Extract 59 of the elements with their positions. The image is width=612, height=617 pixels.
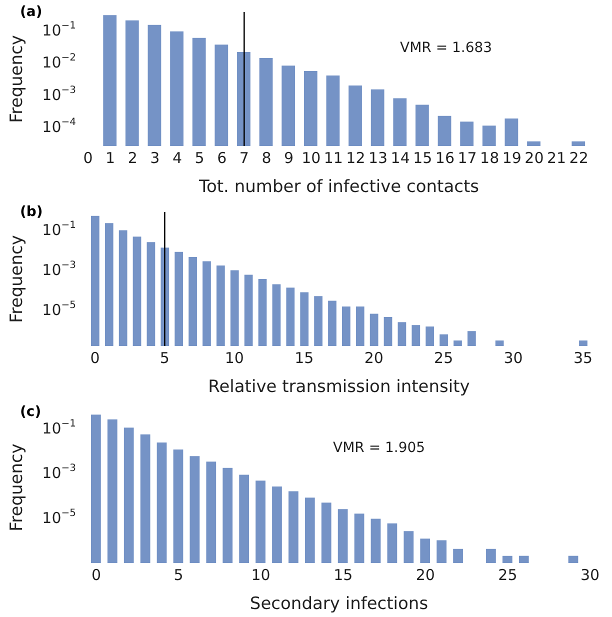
x-tick-label: 2 <box>128 149 138 167</box>
x-tick-label: 12 <box>346 149 366 167</box>
y-tick-label: 10$^{−1}$ <box>42 220 76 240</box>
x-tick-label: 5 <box>194 149 204 167</box>
x-tick-label: 17 <box>458 149 477 167</box>
x-tick-label: 35 <box>573 349 593 367</box>
y-tick-label: 10$^{−1}$ <box>42 20 76 40</box>
x-tick-label: 10 <box>302 149 321 167</box>
x-tick-label: 9 <box>284 149 294 167</box>
chart-title: (c) <box>20 404 42 420</box>
x-tick-label: 15 <box>294 349 314 367</box>
x-tick-label: 11 <box>324 149 343 167</box>
x-tick-label: 4 <box>172 149 182 167</box>
x-tick-label: 18 <box>480 149 500 167</box>
x-tick-label: 0 <box>90 349 100 367</box>
x-tick-label: 16 <box>435 149 455 167</box>
x-tick-label: 3 <box>150 149 160 167</box>
x-tick-label: 19 <box>502 149 522 167</box>
x-tick-label: 13 <box>368 149 388 167</box>
x-axis-title: Secondary infections <box>250 594 428 614</box>
x-tick-label: 30 <box>504 349 523 367</box>
x-tick-label: 1 <box>106 149 116 167</box>
y-axis-title: Frequency <box>7 444 28 532</box>
y-tick-label: 10$^{−3}$ <box>42 463 76 482</box>
x-tick-label: 20 <box>524 149 544 167</box>
y-tick-label: 10$^{−4}$ <box>42 117 76 136</box>
y-axis-title: Frequency <box>7 235 28 323</box>
chart-title: (b) <box>20 204 43 220</box>
annotation: VMR = 1.905 <box>333 440 426 456</box>
x-tick-label: 21 <box>546 149 566 167</box>
x-tick-label: 5 <box>160 349 170 367</box>
x-tick-label: 22 <box>569 149 588 167</box>
x-axis-title: Tot. number of infective contacts <box>198 177 480 197</box>
x-tick-label: 30 <box>580 566 600 584</box>
x-tick-label: 10 <box>251 566 270 584</box>
x-tick-label: 6 <box>217 149 227 167</box>
x-tick-label: 10 <box>224 349 244 367</box>
x-tick-label: 20 <box>364 349 384 367</box>
x-tick-label: 7 <box>239 149 249 167</box>
y-tick-label: 10$^{−5}$ <box>42 508 76 527</box>
x-tick-label: 25 <box>434 349 454 367</box>
y-axis-title: Frequency <box>7 35 28 123</box>
y-tick-label: 10$^{−3}$ <box>42 85 76 104</box>
x-tick-label: 0 <box>91 566 101 584</box>
x-tick-label: 15 <box>413 149 432 167</box>
x-tick-label: 25 <box>498 566 518 584</box>
x-tick-label: 5 <box>174 566 184 584</box>
x-tick-label: 20 <box>416 566 435 584</box>
chart-title: (a) <box>20 4 42 20</box>
x-tick-label: 15 <box>334 566 353 584</box>
x-tick-label: 14 <box>390 149 410 167</box>
y-tick-label: 10$^{−1}$ <box>42 418 76 438</box>
x-tick-label: 0 <box>83 149 93 167</box>
annotation: VMR = 1.683 <box>400 40 492 56</box>
x-axis-title: Relative transmission intensity <box>208 377 470 397</box>
y-tick-label: 10$^{−2}$ <box>42 52 76 72</box>
y-tick-label: 10$^{−5}$ <box>42 300 76 320</box>
x-tick-label: 8 <box>262 149 272 167</box>
y-tick-label: 10$^{−3}$ <box>42 260 76 280</box>
